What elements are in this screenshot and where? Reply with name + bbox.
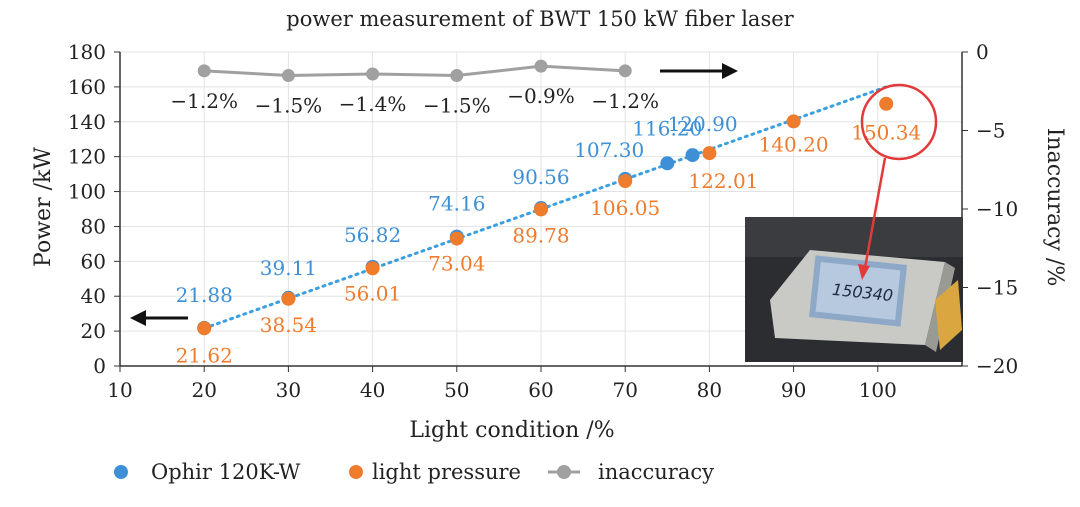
ophir-point — [685, 148, 700, 163]
y2-axis-title: Inaccuracy /% — [1042, 128, 1067, 286]
pressure-point — [534, 202, 548, 217]
pressure-point — [365, 261, 380, 276]
inaccuracy-point — [450, 69, 464, 83]
y-tick-label: 80 — [81, 214, 106, 238]
ophir-data-label: 56.82 — [344, 223, 401, 247]
y-tick-label: 180 — [68, 40, 106, 64]
ophir-data-label: 107.30 — [574, 138, 644, 162]
legend-label-inaccuracy: inaccuracy — [598, 460, 714, 484]
inaccuracy-data-label: −1.2% — [170, 89, 238, 113]
left-axis-arrow — [130, 310, 188, 326]
data-labels: 21.88 39.11 56.82 74.16 90.56107.30116.20120… — [170, 84, 921, 367]
y2-tick-label: −5 — [976, 119, 1005, 143]
pressure-data-label: 106.05 — [590, 196, 660, 220]
x-tick-label: 50 — [444, 378, 469, 402]
chart-title: power measurement of BWT 150 kW fiber la… — [286, 7, 794, 31]
pressure-data-label: 56.01 — [344, 281, 401, 305]
legend: Ophir 120K-W light pressure inaccuracy — [114, 460, 714, 484]
y2-tick-label: −20 — [976, 354, 1018, 378]
y2-tick-label: −15 — [976, 276, 1018, 300]
ophir-data-label: 116.20 — [632, 116, 702, 140]
x-tick-label: 100 — [859, 378, 897, 402]
x-axis-title: Light condition /% — [409, 418, 614, 443]
ophir-data-label: 74.16 — [428, 192, 485, 216]
inaccuracy-data-label: −1.5% — [255, 94, 323, 118]
inaccuracy-point — [618, 64, 632, 78]
x-tick-label: 20 — [191, 378, 216, 402]
inaccuracy-point — [281, 69, 295, 83]
y2-tick-label: −10 — [976, 197, 1018, 221]
x-tick-label: 80 — [697, 378, 722, 402]
pressure-data-label: 73.04 — [428, 252, 485, 276]
x-tick-label: 30 — [276, 378, 301, 402]
y-tick-label: 120 — [68, 145, 106, 169]
legend-label-ophir: Ophir 120K-W — [151, 460, 301, 484]
pressure-data-label: 140.20 — [759, 132, 829, 156]
pressure-point — [449, 231, 464, 246]
inaccuracy-line — [204, 64, 626, 78]
x-tick-label: 90 — [781, 378, 806, 402]
pressure-point — [618, 174, 633, 189]
power-meter-photo: 150340 — [745, 217, 963, 362]
y-tick-label: 160 — [68, 75, 106, 99]
y-tick-label: 0 — [93, 354, 106, 378]
y2-tick-label: 0 — [976, 40, 989, 64]
ophir-data-label: 120.90 — [668, 112, 738, 136]
x-axis-ticks: 10 20 30 40 50 60 70 80 90 100 — [107, 366, 897, 402]
pressure-point — [786, 114, 801, 129]
pressure-point — [281, 291, 296, 306]
inaccuracy-point — [534, 59, 548, 73]
inaccuracy-data-label: −0.9% — [507, 84, 575, 108]
x-tick-label: 70 — [612, 378, 637, 402]
y-axis-title: Power /kW — [31, 147, 56, 267]
x-tick-label: 10 — [107, 378, 132, 402]
ophir-data-label: 90.56 — [512, 165, 569, 189]
right-axis-ticks: 0 −5 −10 −15 −20 — [962, 40, 1018, 378]
inaccuracy-point — [366, 67, 380, 81]
y-tick-label: 140 — [68, 110, 106, 134]
ophir-data-label: 39.11 — [260, 256, 317, 280]
pressure-data-label: 122.01 — [688, 169, 758, 193]
pressure-point — [879, 96, 894, 111]
left-axis-ticks: 0 20 40 60 80 100 120 140 160 180 — [68, 40, 120, 378]
inaccuracy-series — [197, 59, 632, 83]
inaccuracy-point — [197, 64, 211, 78]
x-tick-label: 40 — [360, 378, 385, 402]
ophir-point — [660, 156, 675, 171]
pressure-point — [197, 321, 212, 336]
x-tick-label: 60 — [528, 378, 553, 402]
right-axis-arrow — [660, 63, 738, 79]
legend-marker-inaccuracy — [557, 465, 571, 479]
y-tick-label: 20 — [81, 319, 106, 343]
y-tick-label: 60 — [81, 249, 106, 273]
y-tick-label: 40 — [81, 284, 106, 308]
pressure-point — [702, 146, 717, 161]
y-tick-label: 100 — [68, 180, 106, 204]
legend-marker-ophir — [114, 465, 128, 479]
power-points — [197, 96, 894, 336]
inaccuracy-data-label: −1.2% — [591, 89, 659, 113]
pressure-data-label: 38.54 — [260, 313, 317, 337]
pressure-data-label: 89.78 — [512, 223, 569, 247]
highlight-marker — [858, 83, 938, 280]
legend-marker-pressure — [349, 465, 363, 479]
pressure-data-label: 21.62 — [176, 343, 233, 367]
trend-line — [202, 85, 888, 330]
ophir-data-label: 21.88 — [176, 283, 233, 307]
inaccuracy-data-label: −1.5% — [423, 94, 491, 118]
inaccuracy-data-label: −1.4% — [339, 92, 407, 116]
legend-label-pressure: light pressure — [372, 460, 521, 484]
